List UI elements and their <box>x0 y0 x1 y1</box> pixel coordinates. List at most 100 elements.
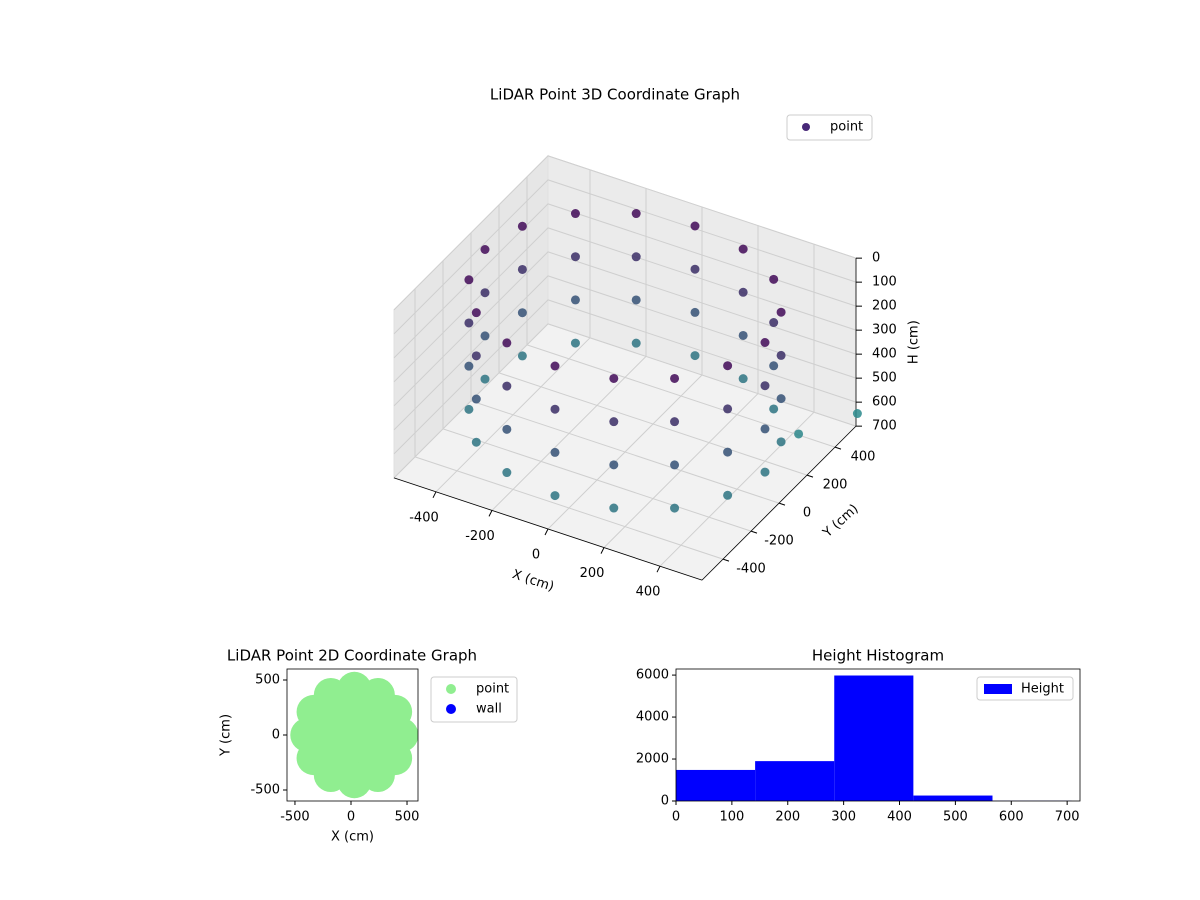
legend-label: point <box>830 120 863 135</box>
chart-title: LiDAR Point 3D Coordinate Graph <box>490 86 740 104</box>
point <box>723 447 733 457</box>
z-tick-label: 400 <box>872 347 897 362</box>
point <box>480 331 490 341</box>
x-tick-label: 0 <box>672 810 680 825</box>
point <box>690 351 700 361</box>
tick-mark <box>544 528 549 536</box>
point <box>609 460 619 470</box>
x-tick-label: 500 <box>395 810 420 825</box>
point <box>609 373 619 383</box>
point <box>670 503 680 513</box>
y-tick-label: 0 <box>803 506 811 521</box>
point <box>550 447 560 457</box>
point <box>769 404 779 414</box>
point <box>570 295 580 305</box>
point <box>502 338 512 348</box>
z-tick-label: 200 <box>872 299 897 314</box>
grid-line <box>393 179 857 335</box>
legend-marker <box>984 684 1012 694</box>
z-tick-label: 700 <box>872 419 897 434</box>
tick-mark <box>778 502 786 506</box>
x-tick-label: 200 <box>580 566 605 581</box>
grid-line <box>393 275 857 431</box>
legend-marker <box>446 704 456 714</box>
y-tick-label: 500 <box>255 673 280 688</box>
point <box>723 490 733 500</box>
y-tick-label: 0 <box>272 728 280 743</box>
y-tick-label: -200 <box>764 534 794 549</box>
point <box>776 350 786 360</box>
point <box>502 468 512 478</box>
tick-mark <box>834 446 842 450</box>
point <box>480 288 490 298</box>
y-axis-line <box>701 425 857 581</box>
grid-line <box>393 203 857 359</box>
point <box>769 318 779 328</box>
grid-line <box>393 155 857 311</box>
grid-line <box>393 251 857 407</box>
point <box>723 361 733 371</box>
z-axis-label: H (cm) <box>907 320 922 364</box>
point <box>609 503 619 513</box>
y-tick-label: 0 <box>661 794 669 809</box>
legend-label: point <box>476 682 509 697</box>
legend-box <box>786 114 873 141</box>
point <box>550 361 560 371</box>
point <box>760 381 770 391</box>
x-tick-label: -400 <box>409 510 439 525</box>
x-tick-label: -200 <box>465 529 495 544</box>
point <box>776 437 786 447</box>
point <box>760 424 770 434</box>
tick-mark <box>806 474 814 478</box>
x-tick-label: 200 <box>775 810 800 825</box>
x-tick-label: 500 <box>943 810 968 825</box>
tick-mark <box>656 565 661 573</box>
x-tick-label: 0 <box>532 548 540 563</box>
legend-box <box>430 676 518 723</box>
point <box>631 295 641 305</box>
point <box>760 467 770 477</box>
y-tick-label: 2000 <box>636 752 669 767</box>
point <box>464 361 474 371</box>
x-tick-label: 0 <box>347 810 355 825</box>
point <box>738 287 748 297</box>
tick-mark <box>750 530 758 534</box>
z-tick-label: 100 <box>872 275 897 290</box>
tick-mark <box>600 547 605 554</box>
point <box>570 252 580 262</box>
point <box>738 374 748 384</box>
bar <box>755 761 835 801</box>
y-tick-label: 6000 <box>636 668 669 683</box>
chart-title: Height Histogram <box>812 647 944 665</box>
z-tick-label: 0 <box>872 251 880 266</box>
y-tick-label: 400 <box>851 450 876 465</box>
chart-title: LiDAR Point 2D Coordinate Graph <box>227 647 477 665</box>
x-tick-label: -500 <box>280 810 310 825</box>
point <box>852 409 862 419</box>
point <box>517 351 527 361</box>
point <box>480 374 490 384</box>
y-tick-label: 200 <box>823 478 848 493</box>
point <box>738 244 748 254</box>
legend-label: wall <box>476 702 502 717</box>
point <box>609 417 619 427</box>
point <box>517 308 527 318</box>
point <box>471 437 481 447</box>
tick-mark <box>432 491 437 499</box>
point <box>631 252 641 262</box>
point <box>471 308 481 318</box>
bar <box>834 675 914 801</box>
x-axis-label: X (cm) <box>331 830 374 845</box>
point <box>776 307 786 317</box>
x-tick-label: 400 <box>887 810 912 825</box>
x-tick-label: 700 <box>1055 810 1080 825</box>
plot-area <box>290 671 418 799</box>
point <box>464 318 474 328</box>
point <box>502 424 512 434</box>
tick-mark <box>722 558 730 562</box>
point <box>471 351 481 361</box>
y-tick-label: 4000 <box>636 710 669 725</box>
axes-frame <box>675 668 1081 802</box>
point <box>670 417 680 427</box>
